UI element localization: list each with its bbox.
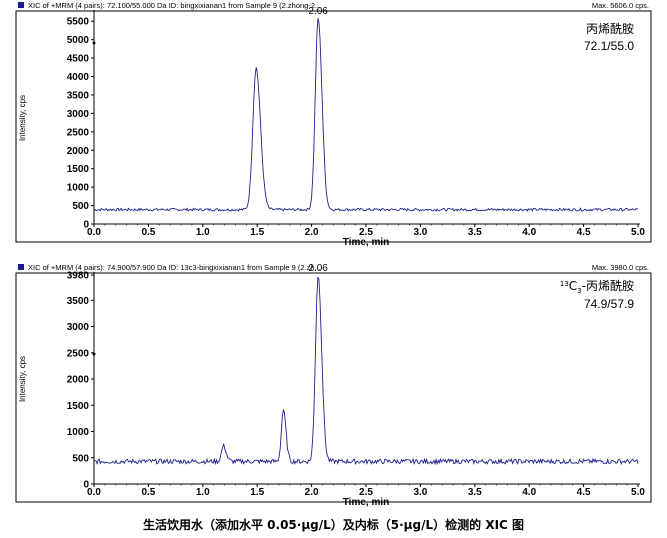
legend-element: C bbox=[569, 279, 577, 293]
y-tick-label: 2500 bbox=[67, 127, 90, 138]
chart-frame bbox=[15, 10, 652, 243]
x-axis-label: Time, min bbox=[343, 497, 390, 508]
series-line bbox=[93, 276, 639, 466]
y-tick-label: 0 bbox=[83, 480, 89, 491]
y-tick-label: 500 bbox=[72, 453, 89, 464]
y-tick-label: 3500 bbox=[67, 90, 90, 101]
series-marker-icon bbox=[18, 264, 24, 271]
x-tick-label: 1.0 bbox=[196, 487, 210, 498]
series-line bbox=[93, 18, 639, 212]
y-tick-label: 5000 bbox=[67, 35, 90, 46]
y-axis-label: Intensity, cps bbox=[18, 356, 27, 402]
x-tick-label: 2.0 bbox=[305, 487, 319, 498]
chart-top: 0 500 1000 1500 2000 2500 3000 3500 4000 4500 5000… bbox=[15, 6, 652, 248]
peak-annotation: 2.06 bbox=[308, 263, 328, 274]
x-tick-label: 1.5 bbox=[250, 487, 264, 498]
x-tick-label: 3.5 bbox=[468, 487, 482, 498]
x-tick-label: 4.5 bbox=[577, 227, 591, 238]
x-tick-label: 1.5 bbox=[250, 227, 264, 238]
y-tick-label: 2500 bbox=[67, 348, 90, 359]
x-tick-label: 4.0 bbox=[522, 487, 536, 498]
y-tick-label: 5500 bbox=[67, 17, 90, 28]
y-tick-label: 1000 bbox=[67, 183, 90, 194]
x-tick-label: 4.5 bbox=[577, 487, 591, 498]
x-tick-label: 2.5 bbox=[359, 487, 373, 498]
y-tick-label: 500 bbox=[72, 201, 89, 212]
x-tick-label: 0.0 bbox=[87, 227, 101, 238]
y-tick-label: 0 bbox=[83, 220, 89, 231]
x-tick-label: 5.0 bbox=[631, 487, 645, 498]
y-tick-label: 3980 bbox=[67, 271, 90, 282]
series-marker-icon bbox=[18, 2, 24, 9]
header-right-bottom: Max. 3980.0 cps. bbox=[591, 263, 649, 272]
y-tick-label: 1500 bbox=[67, 401, 90, 412]
legend-transition: 74.9/57.9 bbox=[584, 297, 634, 311]
x-tick-label: 2.0 bbox=[305, 227, 319, 238]
x-axis-label: Time, min bbox=[343, 237, 390, 248]
header-left-text-top: XIC of +MRM (4 pairs): 72.100/55.000 Da … bbox=[28, 1, 322, 10]
x-tick-label: 2.5 bbox=[359, 227, 373, 238]
x-tick-label: 3.5 bbox=[468, 227, 482, 238]
axis-marker-dot bbox=[92, 352, 96, 356]
x-tick-label: 0.0 bbox=[87, 487, 101, 498]
chart-frame bbox=[15, 272, 652, 503]
x-tick-label: 3.0 bbox=[413, 227, 427, 238]
y-axis-label: Intensity, cps bbox=[18, 95, 27, 141]
legend-transition: 72.1/55.0 bbox=[584, 39, 634, 53]
legend-compound: 丙烯酰胺 bbox=[586, 22, 634, 36]
y-tick-label: 3000 bbox=[67, 322, 90, 333]
y-tick-label: 1000 bbox=[67, 427, 90, 438]
legend-name: -丙烯酰胺 bbox=[582, 279, 634, 293]
panel-header-top: XIC of +MRM (4 pairs): 72.100/55.000 Da … bbox=[18, 0, 649, 11]
panel-header-bottom: XIC of +MRM (4 pairs): 74.900/57.900 Da … bbox=[18, 262, 649, 273]
header-left-top: XIC of +MRM (4 pairs): 72.100/55.000 Da … bbox=[18, 1, 321, 10]
figure-caption: 生活饮用水（添加水平 0.05·μg/L）及内标（5·μg/L）检测的 XIC … bbox=[142, 518, 525, 532]
y-tick-label: 1500 bbox=[67, 164, 90, 175]
x-tick-label: 3.0 bbox=[413, 487, 427, 498]
x-tick-label: 5.0 bbox=[631, 227, 645, 238]
y-tick-label: 3000 bbox=[67, 109, 90, 120]
header-left-text-bottom: XIC of +MRM (4 pairs): 74.900/57.900 Da … bbox=[28, 263, 321, 272]
x-tick-label: 0.5 bbox=[141, 227, 155, 238]
x-tick-label: 0.5 bbox=[141, 487, 155, 498]
x-tick-label: 4.0 bbox=[522, 227, 536, 238]
chromatogram-panel-bottom: XIC of +MRM (4 pairs): 74.900/57.900 Da … bbox=[0, 262, 667, 510]
header-left-bottom: XIC of +MRM (4 pairs): 74.900/57.900 Da … bbox=[18, 263, 321, 272]
axis-marker-dot bbox=[92, 41, 96, 45]
chromatogram-panel-top: XIC of +MRM (4 pairs): 72.100/55.000 Da … bbox=[0, 0, 667, 252]
y-tick-label: 3500 bbox=[67, 296, 90, 307]
legend-superscript: 13 bbox=[560, 280, 569, 288]
y-tick-label: 4500 bbox=[67, 54, 90, 65]
legend-compound: 13C3-丙烯酰胺 bbox=[560, 279, 634, 295]
legend-subscript: 3 bbox=[577, 287, 581, 295]
y-tick-label: 2000 bbox=[67, 146, 90, 157]
header-right-top: Max. 5606.0 cps. bbox=[591, 1, 649, 10]
x-tick-label: 1.0 bbox=[196, 227, 210, 238]
y-tick-label: 4000 bbox=[67, 72, 90, 83]
peak-annotation: 2.06 bbox=[308, 6, 328, 17]
chart-bottom: 0 500 1000 1500 2000 2500 3000 3500 3980 0.0 0.5 1.… bbox=[15, 263, 652, 508]
y-tick-label: 2000 bbox=[67, 375, 90, 386]
